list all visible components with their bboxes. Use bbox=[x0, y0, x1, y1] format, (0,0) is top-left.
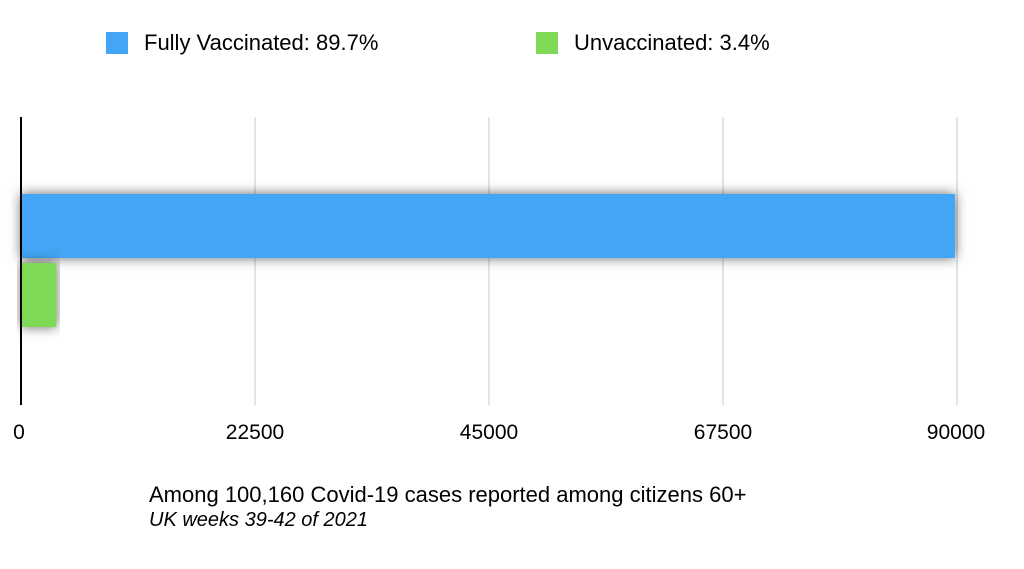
legend-item-fully-vaccinated: Fully Vaccinated: 89.7% bbox=[106, 30, 378, 56]
legend: Fully Vaccinated: 89.7% Unvaccinated: 3.… bbox=[0, 30, 1024, 60]
chart-caption: Among 100,160 Covid-19 cases reported am… bbox=[149, 482, 746, 532]
caption-sub: UK weeks 39-42 of 2021 bbox=[149, 509, 369, 531]
caption-main: Among 100,160 Covid-19 cases reported am… bbox=[149, 482, 747, 507]
x-tick-label: 67500 bbox=[694, 421, 752, 444]
legend-label: Fully Vaccinated: 89.7% bbox=[144, 30, 379, 55]
legend-swatch-green bbox=[536, 32, 558, 54]
legend-item-unvaccinated: Unvaccinated: 3.4% bbox=[536, 30, 770, 56]
x-tick-label: 22500 bbox=[226, 421, 284, 444]
bar-chart: 0 22500 45000 67500 90000 bbox=[13, 117, 985, 444]
legend-swatch-blue bbox=[106, 32, 128, 54]
x-tick-label: 45000 bbox=[460, 421, 518, 444]
bar-unvaccinated bbox=[21, 263, 57, 327]
x-tick-label: 90000 bbox=[927, 421, 985, 444]
x-tick-label: 0 bbox=[13, 421, 25, 444]
legend-label: Unvaccinated: 3.4% bbox=[574, 30, 770, 55]
bar-fully-vaccinated bbox=[21, 194, 955, 258]
